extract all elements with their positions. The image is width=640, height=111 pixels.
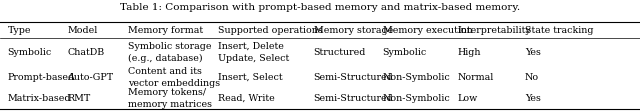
Text: Insert, Delete
Update, Select: Insert, Delete Update, Select (218, 42, 289, 63)
Text: Normal: Normal (458, 73, 494, 82)
Text: Symbolic storage
(e.g., database): Symbolic storage (e.g., database) (128, 42, 211, 63)
Text: No: No (525, 73, 539, 82)
Text: Yes: Yes (525, 48, 541, 57)
Text: Prompt-based: Prompt-based (8, 73, 75, 82)
Text: Symbolic: Symbolic (8, 48, 52, 57)
Text: Non-Symbolic: Non-Symbolic (383, 94, 451, 103)
Text: Type: Type (8, 26, 31, 35)
Text: Yes: Yes (525, 94, 541, 103)
Text: Symbolic: Symbolic (383, 48, 427, 57)
Text: Memory format: Memory format (128, 26, 203, 35)
Text: Content and its
vector embeddings: Content and its vector embeddings (128, 67, 220, 88)
Text: Supported operations: Supported operations (218, 26, 323, 35)
Text: Memory storage: Memory storage (314, 26, 393, 35)
Text: Auto-GPT: Auto-GPT (67, 73, 113, 82)
Text: Structured: Structured (314, 48, 366, 57)
Text: Low: Low (458, 94, 478, 103)
Text: RMT: RMT (67, 94, 90, 103)
Text: Table 1: Comparison with prompt-based memory and matrix-based memory.: Table 1: Comparison with prompt-based me… (120, 3, 520, 12)
Text: Read, Write: Read, Write (218, 94, 275, 103)
Text: Matrix-based: Matrix-based (8, 94, 71, 103)
Text: ChatDB: ChatDB (67, 48, 104, 57)
Text: Non-Symbolic: Non-Symbolic (383, 73, 451, 82)
Text: Insert, Select: Insert, Select (218, 73, 282, 82)
Text: State tracking: State tracking (525, 26, 593, 35)
Text: Interpretability: Interpretability (458, 26, 531, 35)
Text: Memory tokens/
memory matrices: Memory tokens/ memory matrices (128, 88, 212, 109)
Text: Model: Model (67, 26, 97, 35)
Text: Memory execution: Memory execution (383, 26, 472, 35)
Text: Semi-Structured: Semi-Structured (314, 94, 394, 103)
Text: Semi-Structured: Semi-Structured (314, 73, 394, 82)
Text: High: High (458, 48, 481, 57)
